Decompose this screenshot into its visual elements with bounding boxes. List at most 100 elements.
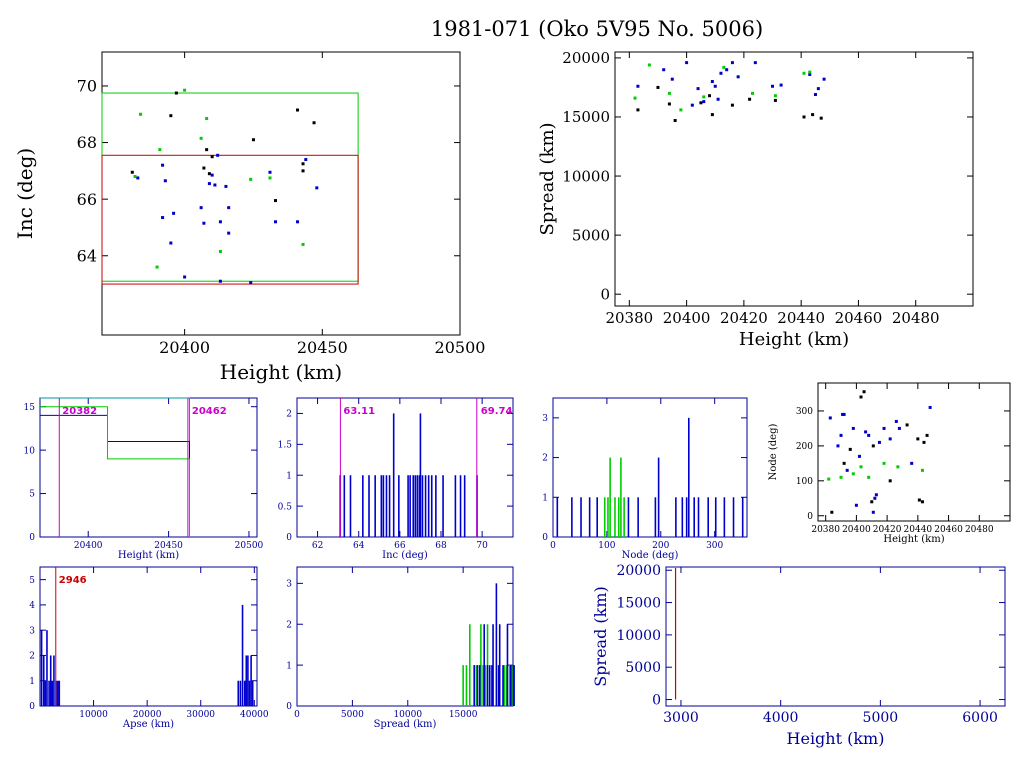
x-tick-label: 20500: [235, 541, 264, 551]
y-tick-label: 15000: [616, 595, 661, 611]
data-point-blue: [713, 84, 717, 88]
y-tick-label: 5000: [625, 660, 661, 676]
data-point-blue: [224, 184, 228, 188]
data-point-green: [155, 265, 159, 269]
x-tick-label: 20380: [605, 309, 653, 327]
data-point-blue: [296, 220, 300, 224]
plot-p6: 20380 20400 20420 20440 20460 20480 0 100 200 300…: [768, 382, 1011, 545]
data-point-green: [896, 465, 900, 469]
x-axis-label: Height (km): [883, 534, 944, 545]
data-point-black: [802, 115, 806, 119]
data-point-blue: [779, 83, 783, 87]
data-point-black: [210, 155, 214, 159]
y-tick-label: 66: [77, 190, 97, 209]
data-point-black: [842, 461, 846, 465]
data-point-black: [871, 444, 875, 448]
plot-p8: 0 5000 10000 15000 0 1 2 3 Spread (km): [286, 566, 515, 730]
data-point-black: [830, 510, 834, 514]
y-tick-label: 4: [29, 601, 35, 611]
marker-label: 63.11: [343, 406, 375, 417]
plot-p9: 3000 4000 5000 6000 0 5000 10000 15000 20000 Heig…: [591, 563, 1006, 748]
y-axis-label: Spread (km): [591, 586, 610, 687]
x-tick-label: 20460: [934, 525, 963, 535]
y-tick-label: 3: [286, 580, 292, 590]
x-tick-label: 20400: [842, 525, 871, 535]
data-point-green: [218, 250, 222, 254]
plot-p5: 0 100 200 300 0 1 2 3 Node (deg): [542, 397, 748, 561]
data-point-black: [922, 440, 926, 444]
data-point-blue: [702, 100, 706, 104]
data-point-green: [750, 91, 754, 95]
plot-p1: 20400 20450 20500 64 66 68 70 Height (km) Inc (d…: [13, 51, 485, 384]
x-tick-label: 20420: [873, 525, 902, 535]
x-tick-label: 66: [394, 541, 406, 551]
y-tick-label: 300: [796, 407, 813, 417]
y-tick-label: 1.5: [278, 440, 293, 450]
data-point-black: [273, 199, 277, 203]
y-axis-label: Inc (deg): [13, 148, 37, 239]
data-point-blue: [736, 75, 740, 79]
data-point-black: [202, 166, 206, 170]
x-tick-label: 20460: [835, 309, 883, 327]
x-tick-label: 62: [312, 541, 323, 551]
data-point-blue: [249, 281, 253, 285]
data-point-blue: [771, 84, 775, 88]
data-point-blue: [877, 440, 881, 444]
data-point-blue: [842, 412, 846, 416]
x-tick-label: 20400: [663, 309, 711, 327]
y-axis-label: Node (deg): [768, 424, 779, 481]
data-point-green: [802, 71, 806, 75]
data-point-black: [920, 500, 924, 504]
x-tick-label: 20400: [74, 541, 103, 551]
y-tick-label: 3: [29, 626, 35, 636]
x-axis-label: Apse (km): [122, 719, 174, 730]
data-point-black: [916, 437, 920, 441]
y-tick-label: 200: [796, 442, 813, 452]
data-point-blue: [836, 444, 840, 448]
data-point-blue: [873, 496, 877, 500]
data-point-green: [183, 88, 187, 92]
data-point-blue: [273, 220, 277, 224]
data-point-blue: [928, 405, 932, 409]
data-point-black: [667, 102, 671, 106]
y-tick-label: 0: [542, 533, 548, 543]
x-tick-label: 20000: [133, 710, 162, 720]
data-point-blue: [874, 493, 878, 497]
plot-frame: [101, 51, 461, 336]
x-tick-label: 0: [294, 710, 300, 720]
x-axis-label: Height (km): [220, 360, 342, 384]
x-tick-label: 64: [353, 541, 365, 551]
data-point-blue: [845, 468, 849, 472]
data-point-blue: [710, 80, 714, 84]
data-point-green: [139, 112, 143, 116]
y-axis-label: Spread (km): [537, 122, 558, 235]
data-point-black: [312, 121, 316, 125]
data-point-blue: [808, 72, 812, 76]
x-tick-label: 70: [476, 541, 488, 551]
data-point-blue: [813, 93, 817, 97]
x-tick-label: 200: [652, 541, 669, 551]
data-point-blue: [816, 87, 820, 91]
data-point-blue: [161, 163, 165, 167]
data-point-blue: [716, 97, 720, 101]
data-point-black: [708, 94, 712, 98]
plot-frame: [817, 382, 1011, 522]
x-tick-label: 30000: [186, 710, 215, 720]
data-point-green: [647, 63, 651, 67]
x-axis-label: Node (deg): [622, 550, 679, 561]
x-tick-label: 20440: [904, 525, 933, 535]
data-point-blue: [867, 433, 871, 437]
y-tick-label: 2: [542, 454, 548, 464]
data-point-black: [169, 114, 173, 118]
y-tick-label: 2: [286, 410, 292, 420]
plot-frame: [665, 566, 1006, 707]
data-point-green: [249, 177, 253, 181]
y-tick-label: 1: [286, 661, 292, 671]
x-tick-label: 5000: [341, 710, 364, 720]
data-point-black: [925, 433, 929, 437]
data-point-green: [859, 465, 863, 469]
plot-p7: 10000 20000 30000 40000 0 1 2 3 4 5 Apse (km) 2946: [29, 566, 269, 730]
data-point-blue: [719, 71, 723, 75]
marker-label: 20462: [192, 406, 227, 417]
data-point-blue: [268, 170, 272, 174]
